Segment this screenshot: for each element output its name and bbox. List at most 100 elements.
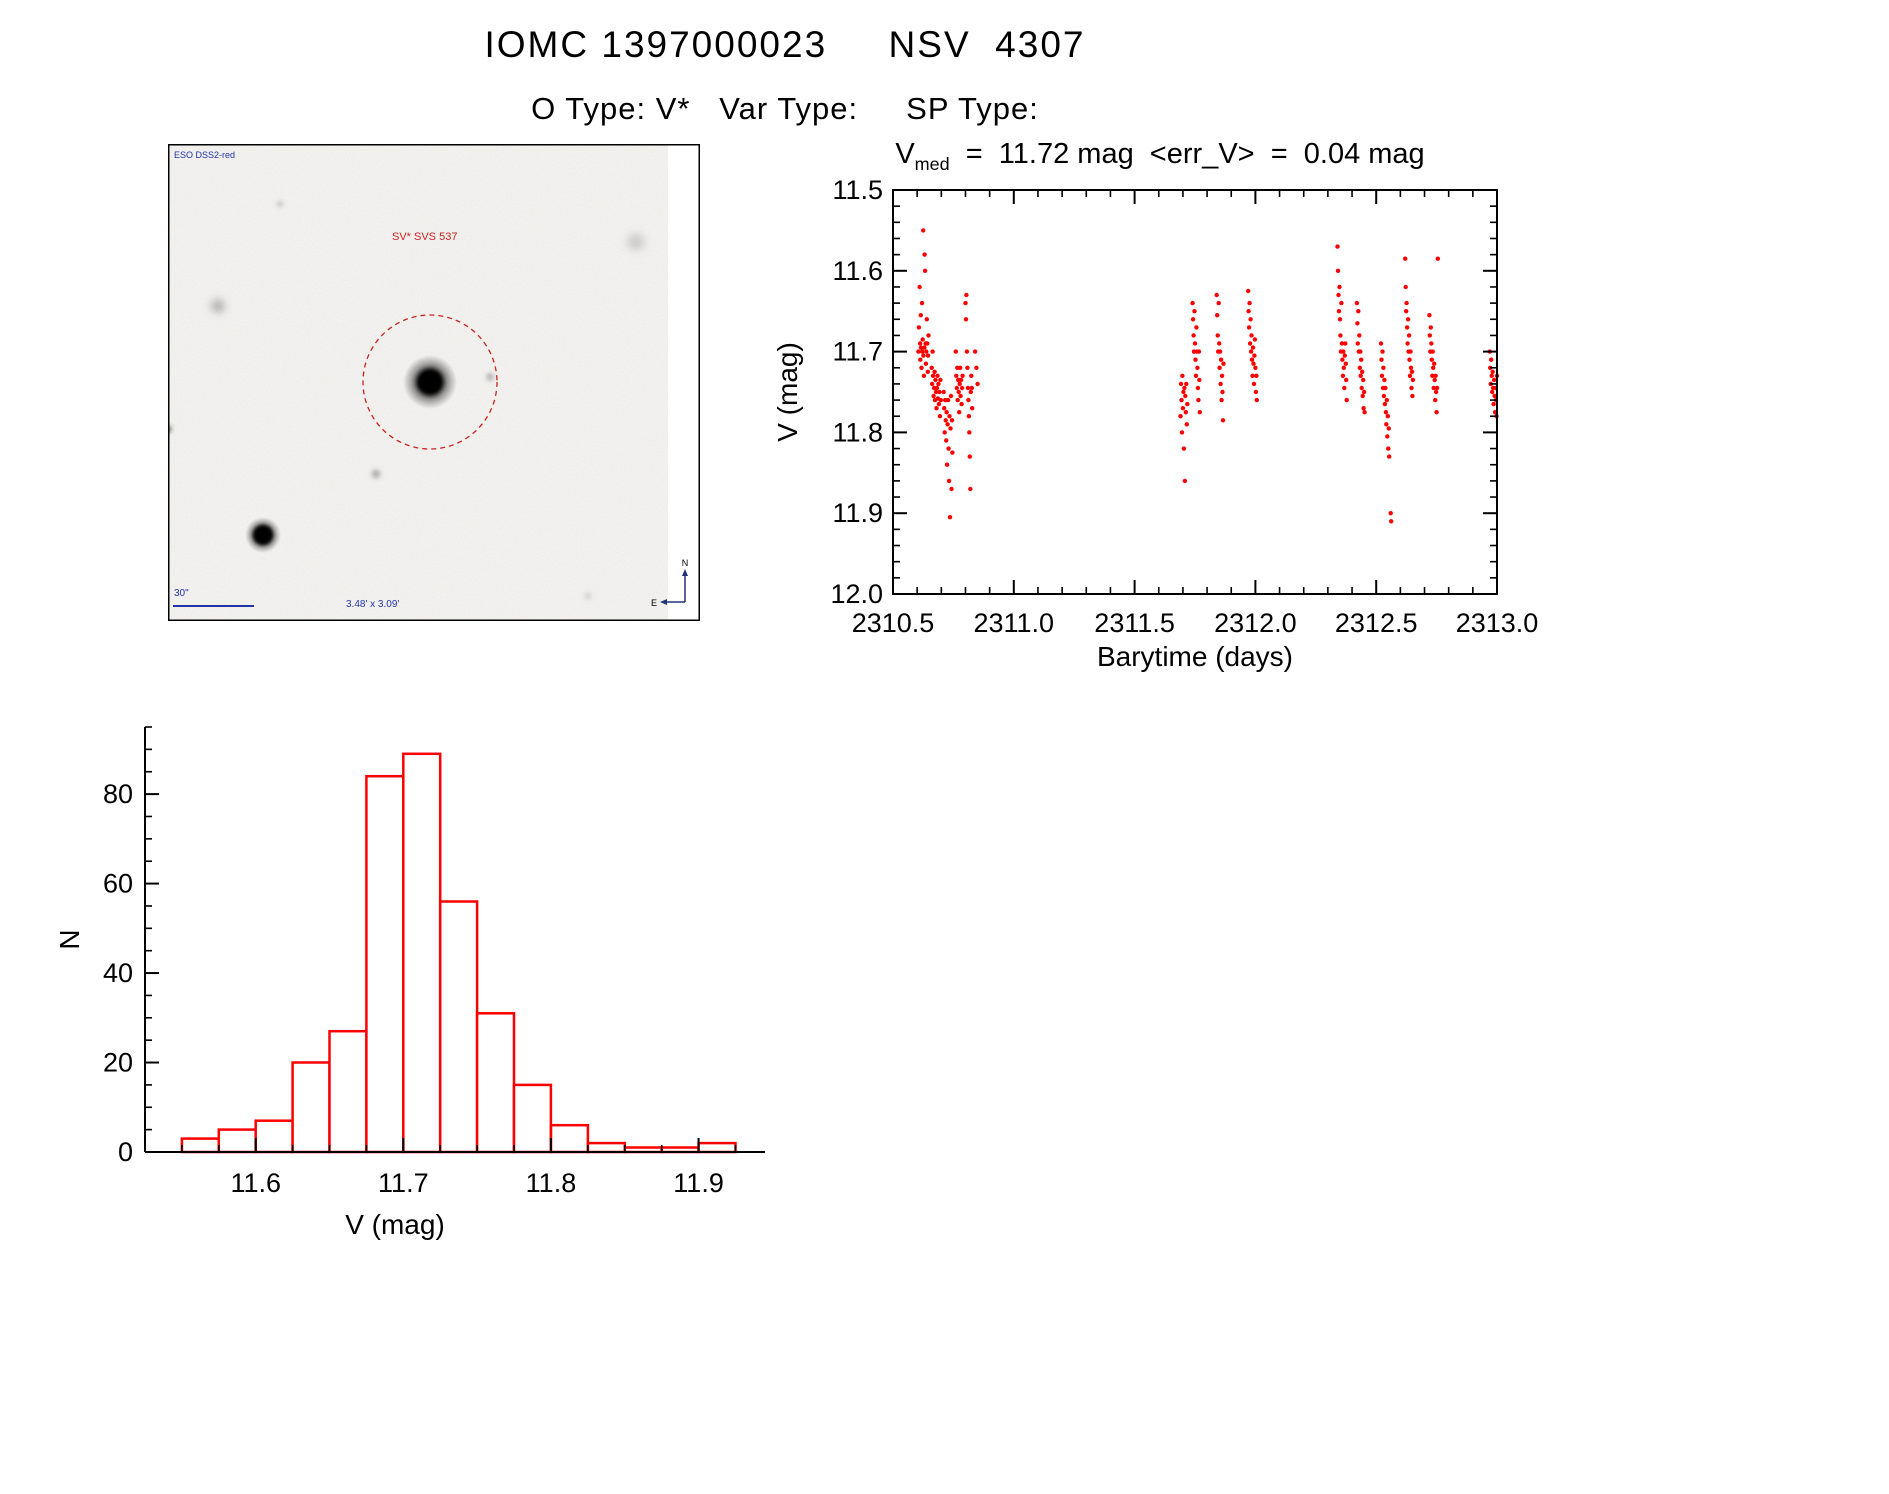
x-tick-label: 2313.0 [1456,608,1539,638]
scatter-point [1250,373,1255,378]
scatter-point [945,422,950,427]
scatter-point [1246,288,1251,294]
faint-star [627,233,645,251]
scatter-point [1384,422,1389,427]
scatter-point [1383,385,1388,391]
scatter-point [1489,373,1494,378]
x-tick-label: 2312.5 [1335,608,1418,638]
star-name-label: SV* SVS 537 [392,231,457,243]
lightcurve-title: Vmed = 11.72 mag <err_V> = 0.04 mag [775,138,1545,175]
scatter-point [921,353,926,358]
scatter-point [938,397,943,403]
scatter-point [1178,381,1184,387]
scatter-point [1491,377,1497,383]
y-tick-label: 0 [118,1137,133,1167]
scale-bar-label: 30" [174,588,189,599]
scatter-point [1405,341,1410,346]
scatter-point [1340,373,1346,378]
scatter-point [1254,397,1259,403]
scatter-point [1215,313,1220,318]
scatter-point [916,325,922,330]
histogram-bar [438,900,479,1154]
faint-star [211,299,225,313]
scatter-point [968,389,973,395]
histogram-xaxis-label: V (mag) [345,1209,445,1240]
scatter-point [1335,268,1341,273]
scatter-point [1362,410,1367,415]
scatter-point [1246,325,1252,330]
scatter-point [1247,341,1253,346]
scatter-point [936,381,941,387]
scatter-point [1181,446,1187,451]
scatter-point [957,410,962,415]
scatter-point [1384,397,1389,403]
compass-north-label: N [682,558,689,568]
scatter-point [1181,389,1186,395]
scatter-point [1190,300,1195,306]
scatter-point [975,381,980,387]
scatter-point [1358,373,1363,378]
scatter-point [956,389,961,395]
finding-chart: ESO DSS2-red SV* SVS 537 30" 3.48' x 3.0… [168,144,700,621]
scatter-point [1194,325,1199,330]
scatter-point [1249,333,1254,338]
scatter-point [947,414,952,419]
scatter-point [1429,357,1434,362]
scatter-point [1355,341,1360,346]
scatter-point [921,373,927,378]
scatter-point [1430,349,1435,354]
scatter-point [934,385,940,391]
scatter-point [1404,309,1409,314]
histogram-bar [475,1012,516,1154]
scatter-point [920,337,925,342]
scatter-point [921,228,926,233]
scatter-point [1253,365,1258,370]
scatter-point [1405,317,1411,322]
scatter-point [1386,446,1391,451]
scatter-point [964,349,970,354]
scatter-point [1193,373,1199,378]
scatter-point [963,300,968,306]
histogram-yaxis-label: N [55,929,85,949]
scatter-point [1406,333,1412,338]
scatter-point [949,418,955,423]
scatter-point [1217,341,1222,346]
scatter-point [972,349,978,354]
scatter-point [1379,357,1384,362]
scatter-point [960,373,965,378]
survey-label: ESO DSS2-red [174,150,235,160]
scatter-point [1433,373,1438,378]
scatter-point [1378,341,1384,346]
scatter-point [936,401,942,407]
scatter-point [1337,317,1343,322]
scatter-point [1183,393,1188,399]
scatter-point [1427,333,1432,338]
scatter-point [948,426,953,431]
scatter-point [942,430,947,435]
scatter-point [953,349,958,354]
scatter-point [1431,385,1436,391]
scatter-point [917,341,923,346]
scatter-point [1429,341,1434,346]
scatter-point [1190,317,1196,322]
scatter-point [918,345,924,350]
scatter-point [965,365,970,370]
scatter-point [1343,341,1348,346]
scatter-point [925,341,930,346]
scatter-point [1216,300,1221,306]
scatter-point [969,385,974,391]
scatter-point [1197,410,1202,415]
scatter-point [1254,373,1259,378]
scatter-point [1490,369,1495,374]
scatter-point [1403,256,1408,261]
scatter-point [1335,244,1340,249]
scatter-point [922,252,927,257]
scatter-point [1431,365,1436,370]
scatter-point [920,349,925,354]
lightcurve-title-rest: = 11.72 mag <err_V> = 0.04 mag [949,138,1425,170]
scatter-point [1385,414,1390,419]
scatter-point [954,373,959,378]
scatter-point [1385,434,1390,439]
scatter-point [1357,333,1362,338]
scatter-point [1339,341,1345,346]
